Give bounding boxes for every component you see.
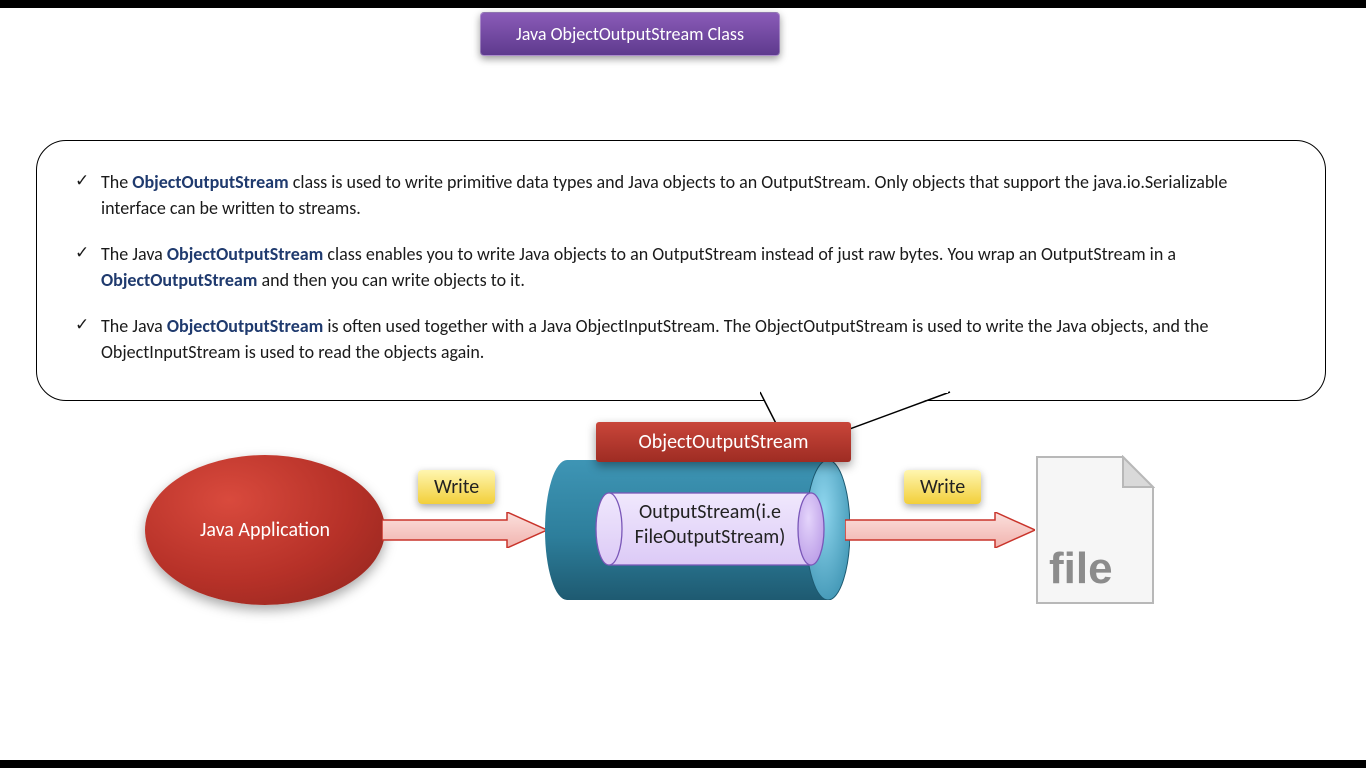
top-black-bar [0, 0, 1366, 8]
bottom-black-bar [0, 760, 1366, 768]
keyword: ObjectOutputStream [101, 269, 257, 291]
arrow-shape [382, 512, 547, 548]
title-text: Java ObjectOutputStream Class [516, 23, 744, 45]
java-application-node: Java Application [145, 455, 385, 605]
bullet-2: The Java ObjectOutputStream class enable… [71, 241, 1291, 293]
bullet-1: The ObjectOutputStream class is used to … [71, 169, 1291, 221]
file-icon: file [1035, 455, 1155, 605]
bullet-list: The ObjectOutputStream class is used to … [71, 169, 1291, 366]
java-application-label: Java Application [200, 518, 330, 542]
arrow-stream-to-file [845, 512, 1035, 548]
keyword: ObjectOutputStream [132, 171, 288, 193]
write-label-1: Write [418, 470, 495, 504]
keyword: ObjectOutputStream [167, 243, 323, 265]
arrow-shape [845, 512, 1035, 548]
keyword: ObjectOutputStream [167, 315, 323, 337]
description-callout: The ObjectOutputStream class is used to … [36, 140, 1326, 401]
title-box: Java ObjectOutputStream Class [480, 12, 780, 56]
file-label: file [1049, 544, 1113, 593]
flow-diagram: Java Application Write [0, 430, 1366, 650]
outputstream-label: OutputStream(i.e FileOutputStream) [605, 500, 815, 550]
objectoutputstream-label: ObjectOutputStream [596, 422, 851, 462]
write-label-2: Write [904, 470, 981, 504]
bullet-3: The Java ObjectOutputStream is often use… [71, 313, 1291, 365]
arrow-app-to-stream [382, 512, 547, 548]
